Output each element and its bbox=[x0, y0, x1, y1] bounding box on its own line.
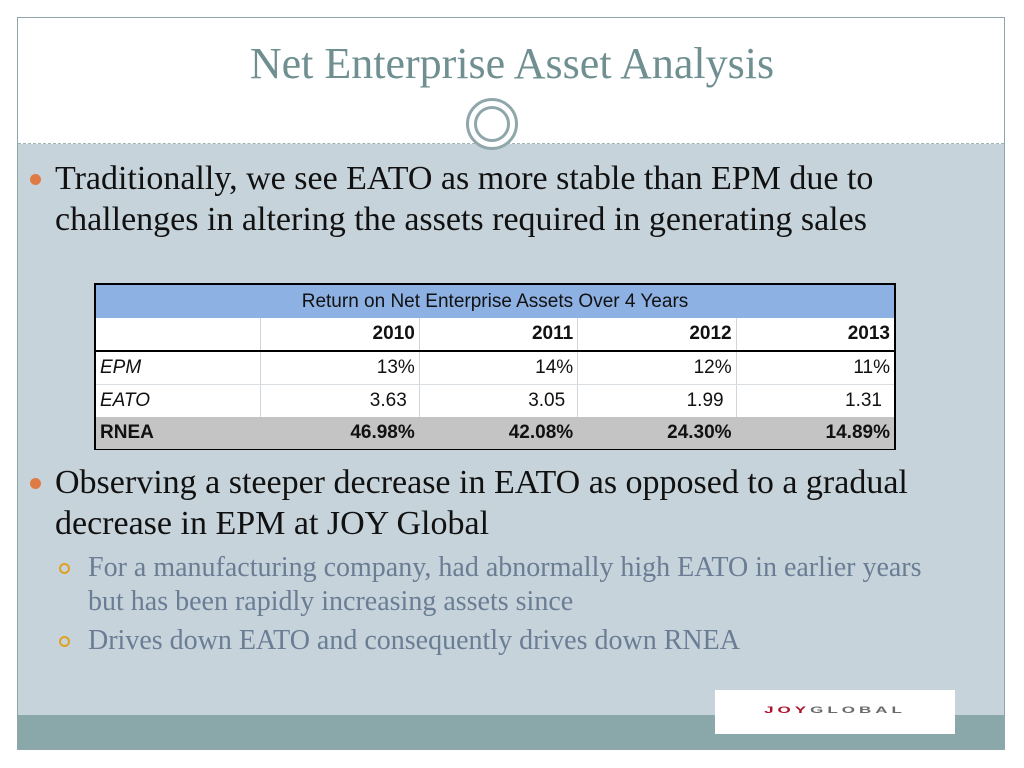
table-header-row: 2010 2011 2012 2013 bbox=[96, 318, 894, 352]
table-cell: 24.30% bbox=[667, 422, 732, 443]
table-cell: 12% bbox=[577, 352, 735, 384]
title-divider bbox=[18, 143, 1004, 144]
hollow-circle-bullet-icon bbox=[59, 563, 70, 574]
table-cell: 14% bbox=[418, 352, 577, 384]
rnea-table: Return on Net Enterprise Assets Over 4 Y… bbox=[94, 283, 896, 450]
sub-bullet-2-text: Drives down EATO and consequently drives… bbox=[88, 625, 740, 656]
sub-bullet-1: For a manufacturing company, had abnorma… bbox=[59, 551, 958, 619]
table-header-blank bbox=[96, 318, 261, 350]
sub-bullet-2: Drives down EATO and consequently drives… bbox=[59, 624, 958, 658]
year-header: 2012 bbox=[577, 318, 735, 350]
table-cell: 11% bbox=[735, 352, 894, 384]
row-label: EPM bbox=[100, 357, 142, 378]
bullet-dot-icon bbox=[30, 478, 41, 489]
table-cell: 1.31 bbox=[735, 385, 894, 417]
sub-bullet-1-text: For a manufacturing company, had abnorma… bbox=[88, 552, 922, 617]
table-cell: 46.98% bbox=[350, 422, 415, 443]
table-cell: 3.05 bbox=[418, 385, 577, 417]
table-row: EPM 13% 14% 12% 11% bbox=[96, 352, 894, 385]
circle-ornament-icon bbox=[466, 98, 518, 150]
table-cell: 42.08% bbox=[508, 422, 574, 443]
row-label: RNEA bbox=[100, 422, 154, 443]
year-header: 2011 bbox=[418, 318, 577, 350]
logo-part-global: GLOBAL bbox=[810, 704, 906, 715]
hollow-circle-bullet-icon bbox=[59, 636, 70, 647]
bullet-1-text: Traditionally, we see EATO as more stabl… bbox=[55, 160, 874, 238]
table-row: EATO 3.63 3.05 1.99 1.31 bbox=[96, 385, 894, 417]
row-label: EATO bbox=[100, 390, 150, 411]
table-cell: 3.63 bbox=[260, 385, 418, 417]
table-cell: 14.89% bbox=[825, 422, 890, 443]
bullet-2: Observing a steeper decrease in EATO as … bbox=[30, 462, 960, 544]
logo-wordmark: JOYGLOBAL bbox=[715, 705, 955, 716]
year-header: 2010 bbox=[260, 318, 418, 350]
bullet-1: Traditionally, we see EATO as more stabl… bbox=[30, 158, 960, 240]
table-row: RNEA 46.98% 42.08% 24.30% 14.89% bbox=[96, 417, 894, 449]
table-cell: 13% bbox=[260, 352, 418, 384]
table-cell: 1.99 bbox=[577, 385, 735, 417]
slide-title: Net Enterprise Asset Analysis bbox=[249, 39, 775, 88]
bullet-2-text: Observing a steeper decrease in EATO as … bbox=[55, 464, 908, 542]
year-header: 2013 bbox=[735, 318, 894, 350]
joy-global-logo: JOYGLOBAL bbox=[715, 690, 955, 734]
bullet-dot-icon bbox=[30, 174, 41, 185]
table-title: Return on Net Enterprise Assets Over 4 Y… bbox=[96, 285, 894, 318]
logo-part-joy: JOY bbox=[764, 704, 811, 715]
